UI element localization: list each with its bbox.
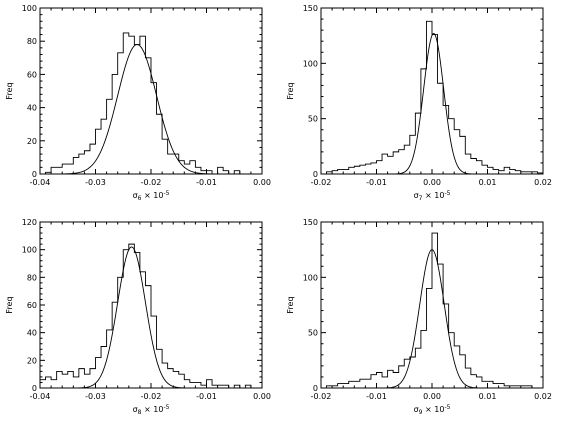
x-tick-label: -0.03: [85, 178, 106, 187]
histogram-panel-4: -0.02 -0.01 0.00 0.01 0.02 0 50 100 150 Freq σ9 × …: [286, 218, 552, 416]
y-tick-label: 0: [313, 384, 318, 393]
histogram-panel-1: -0.04 -0.03 -0.02 -0.01 0.00 0 20 40 60 80 100 Freq…: [5, 4, 271, 202]
x-axis-label: σ7 × 10-5: [414, 190, 451, 202]
y-tick-label: 150: [303, 4, 318, 13]
gaussian-fit-curve: [40, 44, 262, 175]
x-tick-label: -0.02: [311, 392, 332, 401]
x-tick-label: -0.02: [311, 178, 332, 187]
x-tick-label: -0.01: [366, 178, 387, 187]
y-tick-label: 100: [303, 273, 318, 282]
y-tick-label: 20: [27, 137, 37, 146]
y-tick-label: 80: [27, 37, 37, 46]
x-tick-label: 0.01: [479, 392, 497, 401]
gaussian-fit-curve: [321, 249, 543, 389]
y-tick-label: 50: [308, 115, 318, 124]
x-tick-label: -0.04: [30, 178, 51, 187]
y-tick-label: 40: [27, 329, 37, 338]
x-tick-label: 0.00: [423, 178, 441, 187]
y-tick-label: 50: [308, 329, 318, 338]
histogram-steps: [321, 232, 543, 389]
histogram-steps: [40, 32, 246, 175]
x-tick-label: 0.00: [253, 392, 271, 401]
y-tick-label: 20: [27, 356, 37, 365]
gaussian-fit-curve: [40, 246, 262, 389]
histogram-steps: [321, 20, 543, 175]
y-tick-label: 60: [27, 301, 37, 310]
y-tick-label: 0: [32, 170, 37, 179]
y-tick-label: 150: [303, 218, 318, 227]
x-tick-label: -0.01: [196, 392, 217, 401]
y-axis-label: Freq: [5, 82, 14, 99]
x-tick-label: 0.02: [534, 392, 552, 401]
y-tick-label: 40: [27, 104, 37, 113]
y-tick-label: 80: [27, 273, 37, 282]
x-tick-label: -0.02: [141, 392, 162, 401]
y-tick-label: 0: [32, 384, 37, 393]
y-tick-label: 100: [303, 59, 318, 68]
x-axis-label: σ9 × 10-5: [414, 404, 451, 416]
x-tick-label: -0.01: [196, 178, 217, 187]
y-axis-label: Freq: [286, 82, 295, 99]
gaussian-fit-curve: [321, 33, 543, 175]
x-axis-label: σ6 × 10-5: [133, 190, 170, 202]
y-axis-label: Freq: [286, 296, 295, 313]
y-tick-label: 120: [22, 218, 37, 227]
histogram-steps: [39, 243, 257, 389]
histogram-panel-2: -0.02 -0.01 0.00 0.01 0.02 0 50 100 150 Freq σ7 × …: [286, 4, 552, 202]
x-tick-label: 0.00: [423, 392, 441, 401]
y-tick-label: 100: [22, 4, 37, 13]
x-axis-label: σ8 × 10-5: [133, 404, 170, 416]
y-tick-label: 60: [27, 70, 37, 79]
x-tick-label: -0.01: [366, 392, 387, 401]
x-tick-label: -0.03: [85, 392, 106, 401]
x-tick-label: -0.04: [30, 392, 51, 401]
x-tick-label: 0.02: [534, 178, 552, 187]
plot-frame: [39, 7, 263, 175]
x-tick-label: 0.00: [253, 178, 271, 187]
y-tick-label: 100: [22, 246, 37, 255]
y-axis-label: Freq: [5, 296, 14, 313]
x-tick-label: -0.02: [141, 178, 162, 187]
y-tick-label: 0: [313, 170, 318, 179]
histogram-panel-3: -0.04 -0.03 -0.02 -0.01 0.00 0 20 40 60 80 100 120 F…: [5, 218, 271, 416]
x-tick-label: 0.01: [479, 178, 497, 187]
